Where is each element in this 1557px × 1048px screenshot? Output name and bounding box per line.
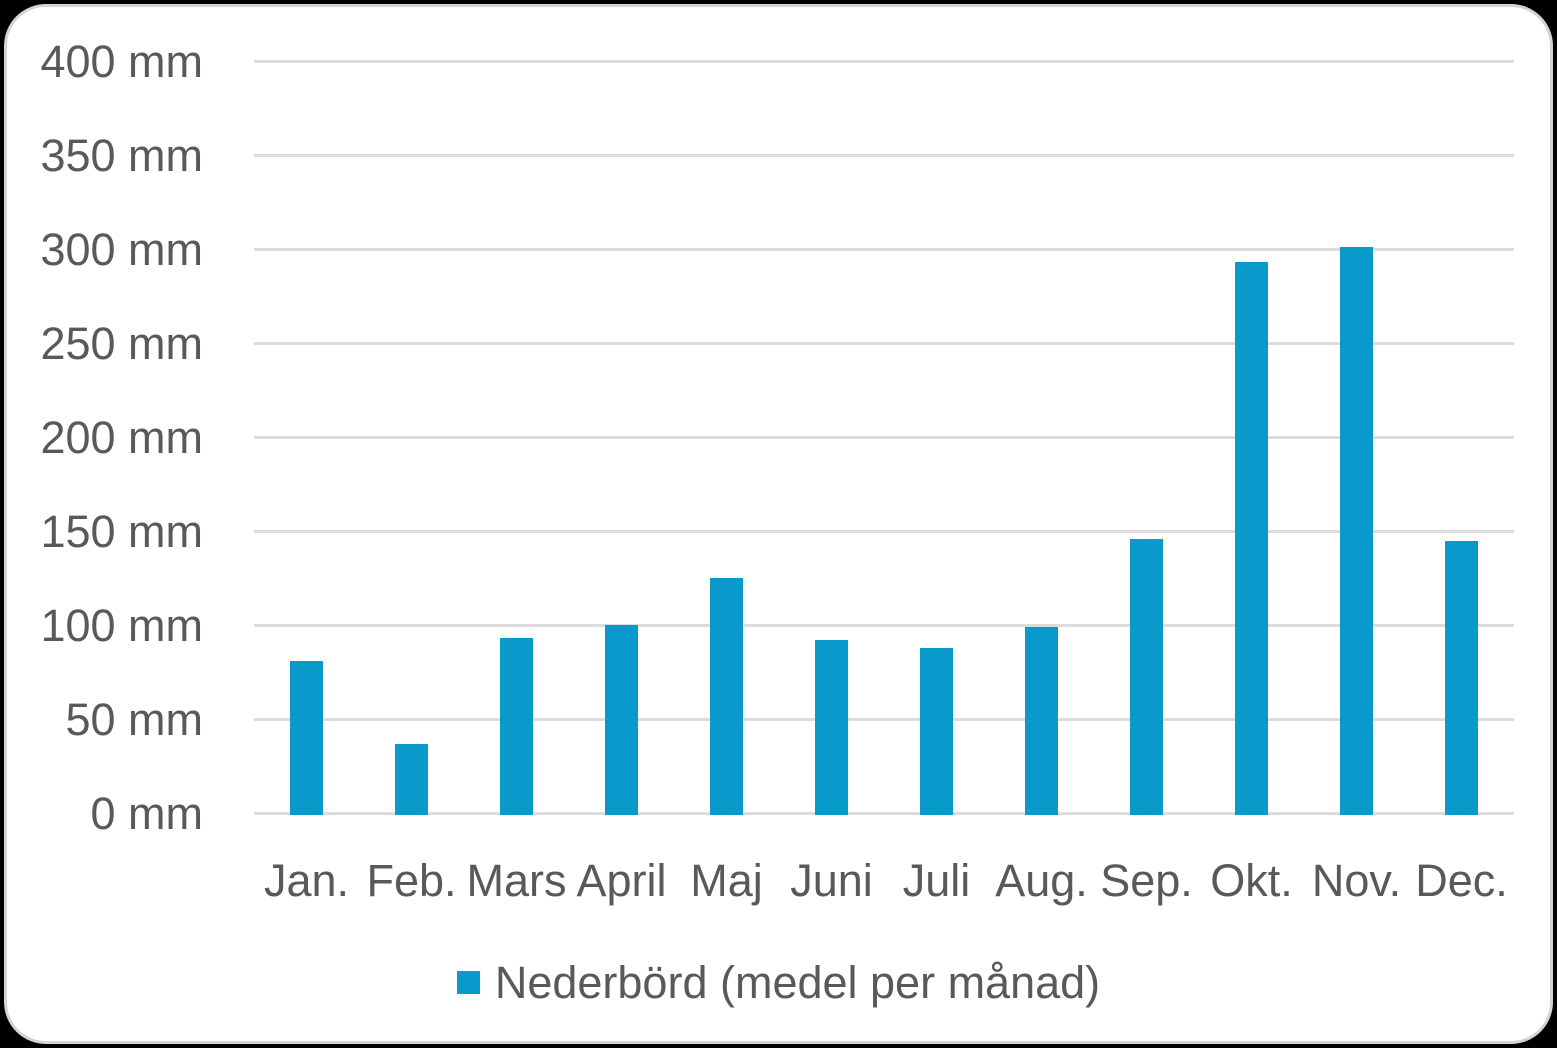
x-axis-label-juli: Juli — [902, 855, 971, 906]
x-axis-label-dec: Dec. — [1415, 855, 1508, 906]
legend-label: Nederbörd (medel per månad) — [494, 957, 1101, 1008]
y-axis-tick-label-200: 200 mm — [40, 412, 203, 463]
x-axis-label-april: April — [576, 855, 667, 906]
legend: Nederbörd (medel per månad) — [7, 957, 1550, 1009]
y-axis-tick-label-0: 0 mm — [90, 788, 204, 839]
x-axis-label-okt: Okt. — [1210, 855, 1293, 906]
y-axis-tick-label-300: 300 mm — [40, 224, 203, 275]
x-axis-label-maj: Maj — [690, 855, 763, 906]
bar-april — [605, 625, 638, 815]
bar-juni — [815, 640, 848, 815]
x-axis-label-jan: Jan. — [263, 855, 350, 906]
bar-maj — [710, 578, 743, 815]
gridline-150 — [254, 529, 1514, 533]
gridline-200 — [254, 435, 1514, 439]
bar-nov — [1340, 247, 1373, 815]
y-axis-tick-label-50: 50 mm — [65, 694, 203, 745]
gridline-100 — [254, 623, 1514, 627]
x-axis-label-juni: Juni — [790, 855, 873, 906]
gridline-50 — [254, 717, 1514, 721]
y-axis-tick-label-350: 350 mm — [40, 130, 203, 181]
gridline-0 — [254, 811, 1514, 815]
chart-card: 0 mm 50 mm 100 mm 150 mm 200 mm 250 mm 300 mm 3… — [4, 4, 1553, 1044]
bar-chart: 0 mm 50 mm 100 mm 150 mm 200 mm 250 mm 300 mm 3… — [7, 7, 1550, 1041]
bar-jan — [290, 660, 323, 815]
x-axis-label-aug: Aug. — [995, 855, 1088, 906]
bar-sep — [1130, 538, 1163, 815]
bar-aug — [1025, 627, 1058, 815]
y-axis-tick-label-150: 150 mm — [40, 506, 203, 557]
x-axis-label-nov: Nov. — [1311, 855, 1402, 906]
bar-mars — [500, 638, 533, 815]
x-axis-label-mars: Mars — [466, 855, 567, 906]
bar-juli — [920, 647, 953, 815]
legend-square-icon — [456, 971, 480, 995]
gridline-400 — [254, 59, 1514, 63]
bar-okt — [1235, 262, 1268, 815]
y-axis-tick-label-250: 250 mm — [40, 318, 203, 369]
bar-feb — [395, 743, 428, 815]
y-axis-tick-label-400: 400 mm — [40, 36, 203, 87]
x-axis-label-feb: Feb. — [366, 855, 457, 906]
gridline-300 — [254, 247, 1514, 251]
x-axis-label-sep: Sep. — [1100, 855, 1193, 906]
bar-dec — [1445, 540, 1478, 815]
gridline-350 — [254, 153, 1514, 157]
y-axis-tick-label-100: 100 mm — [40, 600, 203, 651]
gridline-250 — [254, 341, 1514, 345]
